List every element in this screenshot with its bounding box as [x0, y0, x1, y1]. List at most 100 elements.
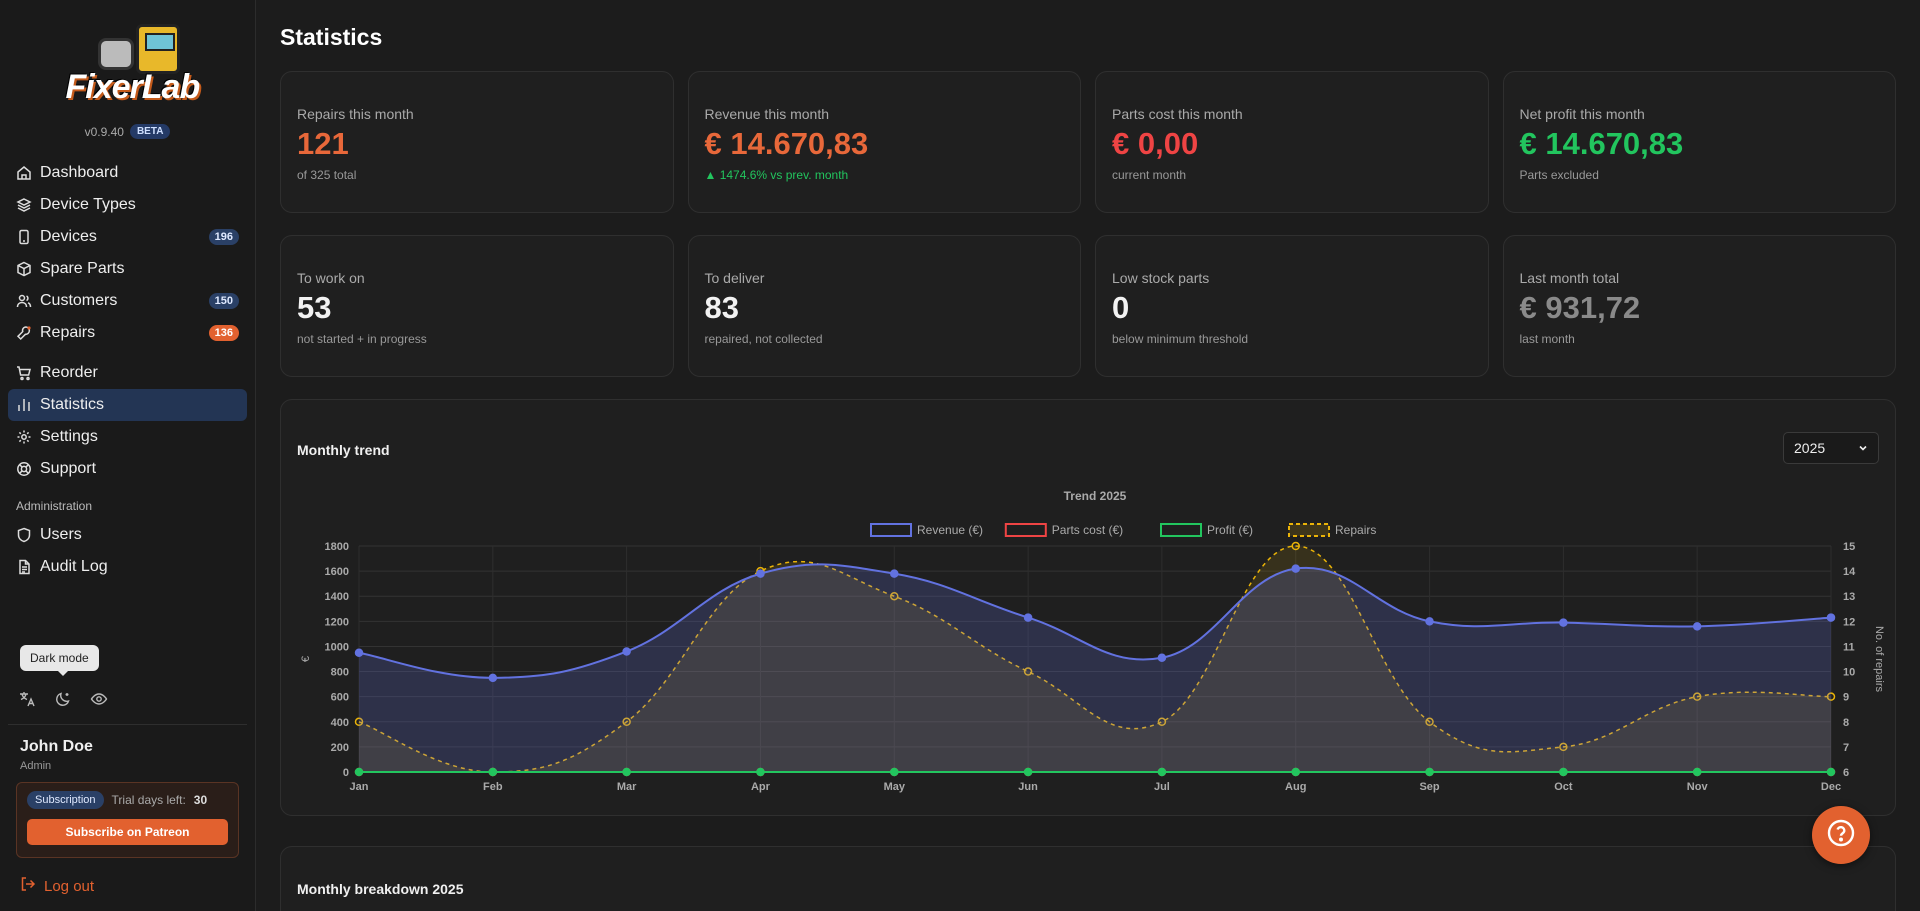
series-profit-point — [1023, 767, 1033, 777]
shield-icon — [16, 527, 32, 543]
card-sub: of 325 total — [297, 168, 357, 182]
logout-icon — [20, 876, 36, 896]
sidebar-item-spare-parts[interactable]: Spare Parts — [8, 253, 247, 285]
series-repairs-point — [354, 717, 364, 727]
card-sub: below minimum threshold — [1112, 332, 1249, 346]
eye-icon[interactable] — [88, 688, 110, 710]
help-button[interactable] — [1812, 806, 1870, 864]
series-revenue-point — [1157, 653, 1167, 662]
sidebar-item-settings[interactable]: Settings — [8, 421, 247, 453]
sidebar-item-audit-log[interactable]: Audit Log — [8, 551, 247, 583]
card-label: Repairs this month — [297, 106, 414, 122]
sidebar-item-repairs[interactable]: Repairs 136 — [8, 317, 247, 349]
card-value: 0 — [1112, 290, 1130, 325]
series-repairs-point — [1157, 717, 1167, 727]
card-low-stock-parts: Low stock parts 0 below minimum threshol… — [1095, 235, 1489, 377]
trend-chart: Trend 2025 Revenue (€) Parts cost (€) Profi… — [300, 489, 1885, 793]
card-label: Low stock parts — [1112, 270, 1210, 286]
series-revenue-point — [756, 569, 765, 578]
card-label: To work on — [297, 270, 365, 286]
subscribe-patreon-button[interactable]: Subscribe on Patreon — [27, 819, 228, 845]
version-row: v0.9.40 BETA — [8, 124, 247, 139]
legend-label: Repairs — [1335, 523, 1376, 537]
sidebar-item-users[interactable]: Users — [8, 519, 247, 551]
logo[interactable]: FixerLab — [8, 0, 247, 120]
sidebar: FixerLab v0.9.40 BETA Dashboard Device T… — [0, 0, 256, 911]
sidebar-item-customers[interactable]: Customers 150 — [8, 285, 247, 317]
card-label: To deliver — [704, 270, 765, 286]
page-title: Statistics — [280, 24, 383, 50]
card-sub: Parts excluded — [1519, 168, 1599, 182]
logout-label: Log out — [44, 877, 95, 895]
sidebar-item-dashboard[interactable]: Dashboard — [8, 157, 247, 189]
wrench-icon — [16, 325, 32, 341]
user-name: John Doe — [20, 738, 93, 755]
sidebar-item-devices[interactable]: Devices 196 — [8, 221, 247, 253]
y-tick-label: 1600 — [325, 566, 349, 578]
logo-text: FixerLab — [65, 68, 201, 106]
series-profit-point — [1559, 767, 1568, 777]
monthly-trend-panel: Monthly trend 2025 Trend 2025 Revenue (€)… — [280, 399, 1896, 816]
y2-tick-label: 11 — [1843, 641, 1855, 653]
x-tick-label: Apr — [751, 781, 771, 793]
y2-tick-label: 12 — [1843, 616, 1855, 628]
sidebar-item-device-types[interactable]: Device Types — [8, 189, 247, 221]
y-tick-label: 200 — [331, 742, 349, 754]
user-info: John Doe Admin — [20, 738, 93, 772]
card-last-month-total: Last month total € 931,72 last month — [1502, 235, 1896, 377]
card-label: Revenue this month — [704, 106, 830, 122]
x-tick-label: Jul — [1154, 781, 1170, 793]
sidebar-item-label: Settings — [40, 428, 98, 445]
x-tick-label: Sep — [1419, 781, 1439, 793]
sidebar-item-label: Statistics — [40, 396, 105, 413]
series-profit-point — [1692, 767, 1702, 777]
series-revenue-point — [354, 648, 364, 657]
series-repairs-point — [1291, 541, 1300, 551]
card-value: € 931,72 — [1519, 290, 1641, 325]
sidebar-item-label: Customers — [40, 292, 118, 309]
x-tick-label: Oct — [1554, 781, 1573, 793]
y2-tick-label: 7 — [1843, 742, 1849, 754]
series-repairs-area — [359, 546, 1831, 772]
card-sub: repaired, not collected — [704, 332, 823, 346]
series-repairs-point — [1826, 692, 1836, 701]
sidebar-item-label: Users — [40, 526, 82, 543]
subscription-box: Subscription Trial days left: 30 Subscri… — [16, 782, 239, 858]
trial-days-value: 30 — [193, 793, 208, 807]
sidebar-item-reorder[interactable]: Reorder — [8, 357, 247, 389]
y2-tick-label: 10 — [1843, 667, 1855, 679]
home-icon — [16, 165, 32, 181]
series-revenue-point — [1023, 613, 1033, 622]
series-revenue-point — [1826, 613, 1836, 622]
subscription-badge: Subscription — [27, 791, 104, 809]
moon-icon[interactable] — [52, 688, 74, 710]
users-icon — [16, 293, 32, 309]
series-revenue-area — [359, 564, 1831, 772]
sidebar-item-label: Dashboard — [40, 164, 119, 181]
legend-swatch — [1288, 523, 1330, 537]
y-tick-label: 1200 — [325, 616, 349, 628]
series-revenue-point — [1291, 564, 1300, 573]
main-nav: Dashboard Device Types Devices 196 Spare… — [8, 157, 247, 485]
card-value: 121 — [297, 126, 349, 161]
y2-tick-label: 8 — [1843, 717, 1849, 729]
legend-label: Revenue (€) — [917, 523, 983, 537]
sidebar-item-label: Device Types — [40, 196, 136, 213]
card-value: € 14.670,83 — [704, 126, 869, 161]
logout-link[interactable]: Log out — [20, 876, 94, 896]
sidebar-item-label: Devices — [40, 228, 97, 245]
series-revenue-point — [890, 569, 899, 578]
legend-swatch — [1160, 523, 1202, 537]
series-revenue-point — [1425, 617, 1434, 626]
translate-icon[interactable] — [16, 688, 38, 710]
subscription-row: Subscription Trial days left: 30 — [27, 791, 228, 809]
card-sub: current month — [1112, 168, 1187, 182]
sidebar-item-statistics[interactable]: Statistics — [8, 389, 247, 421]
y2-tick-label: 15 — [1843, 541, 1855, 553]
y-tick-label: 800 — [331, 667, 349, 679]
series-repairs-point — [1023, 667, 1033, 676]
sidebar-item-support[interactable]: Support — [8, 453, 247, 485]
year-select[interactable]: 2025 — [1783, 432, 1879, 464]
legend-label: Profit (€) — [1207, 523, 1253, 537]
cart-icon — [16, 365, 32, 381]
